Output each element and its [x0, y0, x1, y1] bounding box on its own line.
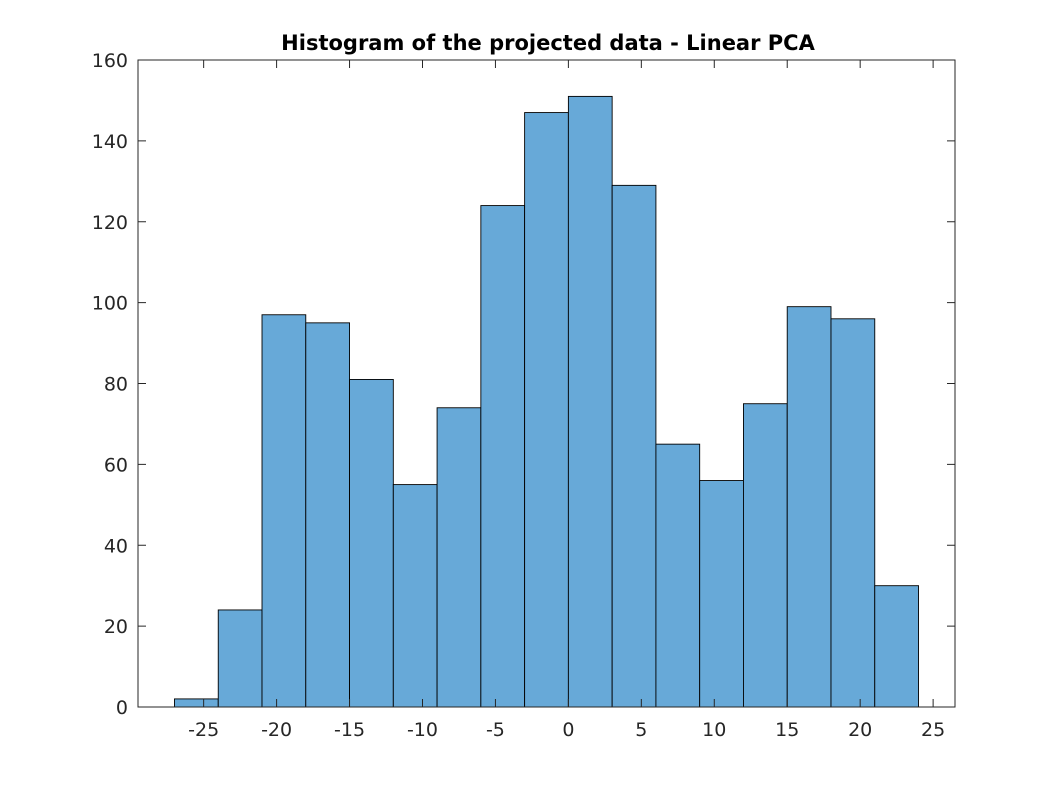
- histogram-bar: [786, 306, 832, 708]
- histogram-bar: [392, 484, 438, 708]
- x-tick-label: 25: [921, 719, 945, 741]
- histogram-bar: [305, 322, 350, 708]
- histogram-bar: [699, 480, 744, 708]
- x-tick-label: 5: [635, 719, 647, 741]
- histogram-bar: [830, 318, 876, 708]
- histogram-bar: [743, 403, 788, 708]
- histogram-bar: [261, 314, 307, 708]
- histogram-bar: [480, 205, 526, 708]
- x-tick-label: 15: [775, 719, 799, 741]
- x-tick-label: -5: [486, 719, 505, 741]
- histogram-bar: [174, 698, 219, 708]
- x-tick-label: -25: [188, 719, 219, 741]
- y-tick-label: 40: [104, 535, 128, 557]
- histogram-bar: [655, 443, 701, 708]
- histogram-bar: [567, 95, 613, 708]
- y-tick-label: 80: [104, 374, 128, 396]
- y-tick-label: 120: [92, 212, 128, 234]
- y-tick-label: 160: [92, 50, 128, 72]
- histogram-bar: [524, 112, 569, 708]
- y-tick-label: 0: [116, 697, 128, 719]
- y-tick-label: 140: [92, 131, 128, 153]
- ticks-layer: -25 -20 -15 -10 -5 0 5 10 15 20 25 0 20 40 60 80 100 120 1…: [92, 50, 955, 741]
- x-tick-label: 0: [562, 719, 574, 741]
- x-tick-label: -10: [407, 719, 438, 741]
- y-tick-label: 100: [92, 293, 128, 315]
- x-tick-label: -20: [261, 719, 292, 741]
- chart-title: Histogram of the projected data - Linear…: [281, 31, 815, 55]
- x-tick-label: -15: [334, 719, 365, 741]
- bars-layer: [174, 95, 919, 708]
- y-tick-label: 20: [104, 616, 128, 638]
- histogram-bar: [611, 184, 657, 708]
- histogram-bar: [217, 609, 263, 708]
- histogram-bar: [349, 379, 394, 708]
- x-tick-label: 20: [848, 719, 872, 741]
- histogram-bar: [874, 585, 919, 708]
- histogram-bar: [436, 407, 482, 708]
- y-tick-label: 60: [104, 454, 128, 476]
- x-tick-label: 10: [702, 719, 726, 741]
